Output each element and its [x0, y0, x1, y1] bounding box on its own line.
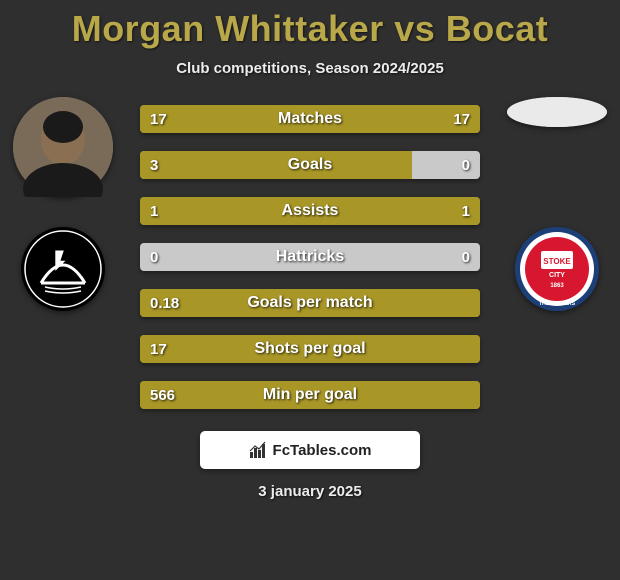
stat-row: 1717Matches — [140, 105, 480, 133]
stat-row: 566Min per goal — [140, 381, 480, 409]
stat-row: 00Hattricks — [140, 243, 480, 271]
stat-row: 17Shots per goal — [140, 335, 480, 363]
right-club-badge: STOKE CITY 1863 THE POTTERS — [515, 227, 599, 311]
footer-brand-badge[interactable]: FcTables.com — [200, 431, 420, 469]
comparison-card: Morgan Whittaker vs Bocat Club competiti… — [0, 0, 620, 580]
svg-text:THE POTTERS: THE POTTERS — [539, 301, 576, 307]
page-subtitle: Club competitions, Season 2024/2025 — [0, 60, 620, 77]
stat-label: Min per goal — [140, 381, 480, 409]
left-player-avatar — [13, 97, 113, 197]
stat-row: 11Assists — [140, 197, 480, 225]
svg-text:CITY: CITY — [549, 272, 565, 279]
stat-bars: 1717Matches 30Goals 11Assists 00Hattricks 0.… — [140, 105, 480, 409]
content-area: STOKE CITY 1863 THE POTTERS 1717Matches 3… — [0, 105, 620, 409]
left-player-column — [8, 97, 118, 311]
stat-label: Goals per match — [140, 289, 480, 317]
stat-label: Assists — [140, 197, 480, 225]
stat-label: Matches — [140, 105, 480, 133]
svg-text:1863: 1863 — [550, 283, 564, 289]
stat-row: 0.18Goals per match — [140, 289, 480, 317]
chart-icon — [249, 441, 267, 459]
date-label: 3 january 2025 — [0, 483, 620, 500]
stat-row: 30Goals — [140, 151, 480, 179]
svg-text:STOKE: STOKE — [543, 257, 571, 266]
left-club-badge — [21, 227, 105, 311]
right-player-avatar — [507, 97, 607, 127]
page-title: Morgan Whittaker vs Bocat — [0, 8, 620, 50]
footer-brand-text: FcTables.com — [273, 442, 372, 459]
stat-label: Shots per goal — [140, 335, 480, 363]
stat-label: Hattricks — [140, 243, 480, 271]
stat-label: Goals — [140, 151, 480, 179]
right-player-column: STOKE CITY 1863 THE POTTERS — [502, 97, 612, 311]
